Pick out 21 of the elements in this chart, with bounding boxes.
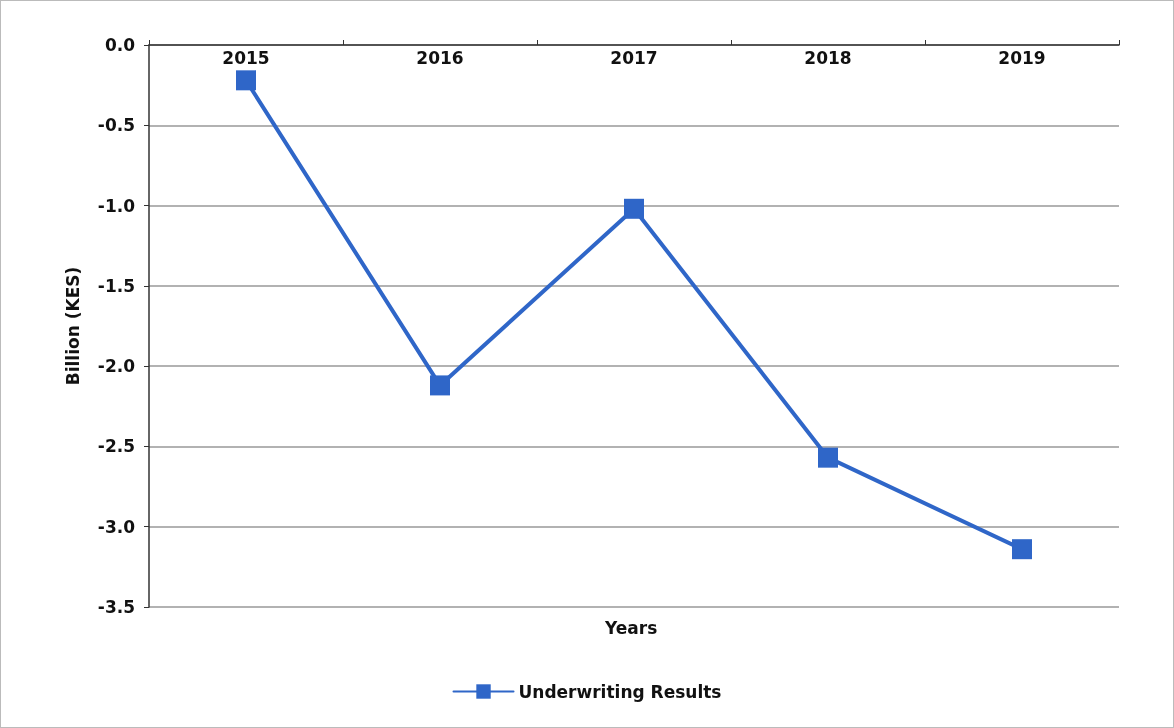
- x-tick-label: 2019: [998, 47, 1046, 68]
- point: [236, 70, 256, 91]
- point: [430, 375, 450, 396]
- y-tick-label: -2.0: [97, 356, 136, 377]
- y-tick-label: -1.5: [97, 275, 135, 296]
- y-axis-title: Billion (KES): [62, 266, 83, 386]
- point: [818, 447, 838, 468]
- x-tick-label: 2016: [416, 47, 464, 68]
- x-tick-label: 2015: [222, 47, 270, 68]
- point: [1012, 539, 1032, 560]
- y-tick-label: -3.5: [97, 597, 135, 617]
- x-tick-label: 2018: [804, 47, 852, 68]
- x-tick-label: 2017: [610, 47, 658, 68]
- x-axis-title: Years: [604, 617, 658, 638]
- point: [624, 198, 644, 219]
- y-tick-label: -2.5: [97, 436, 135, 457]
- y-tick-label: -0.5: [97, 115, 135, 136]
- y-tick-label: -3.0: [97, 516, 136, 537]
- legend-label: Underwriting Results: [518, 681, 722, 702]
- y-tick-label: 0.0: [104, 35, 136, 55]
- y-tick-label: -1.0: [97, 195, 136, 216]
